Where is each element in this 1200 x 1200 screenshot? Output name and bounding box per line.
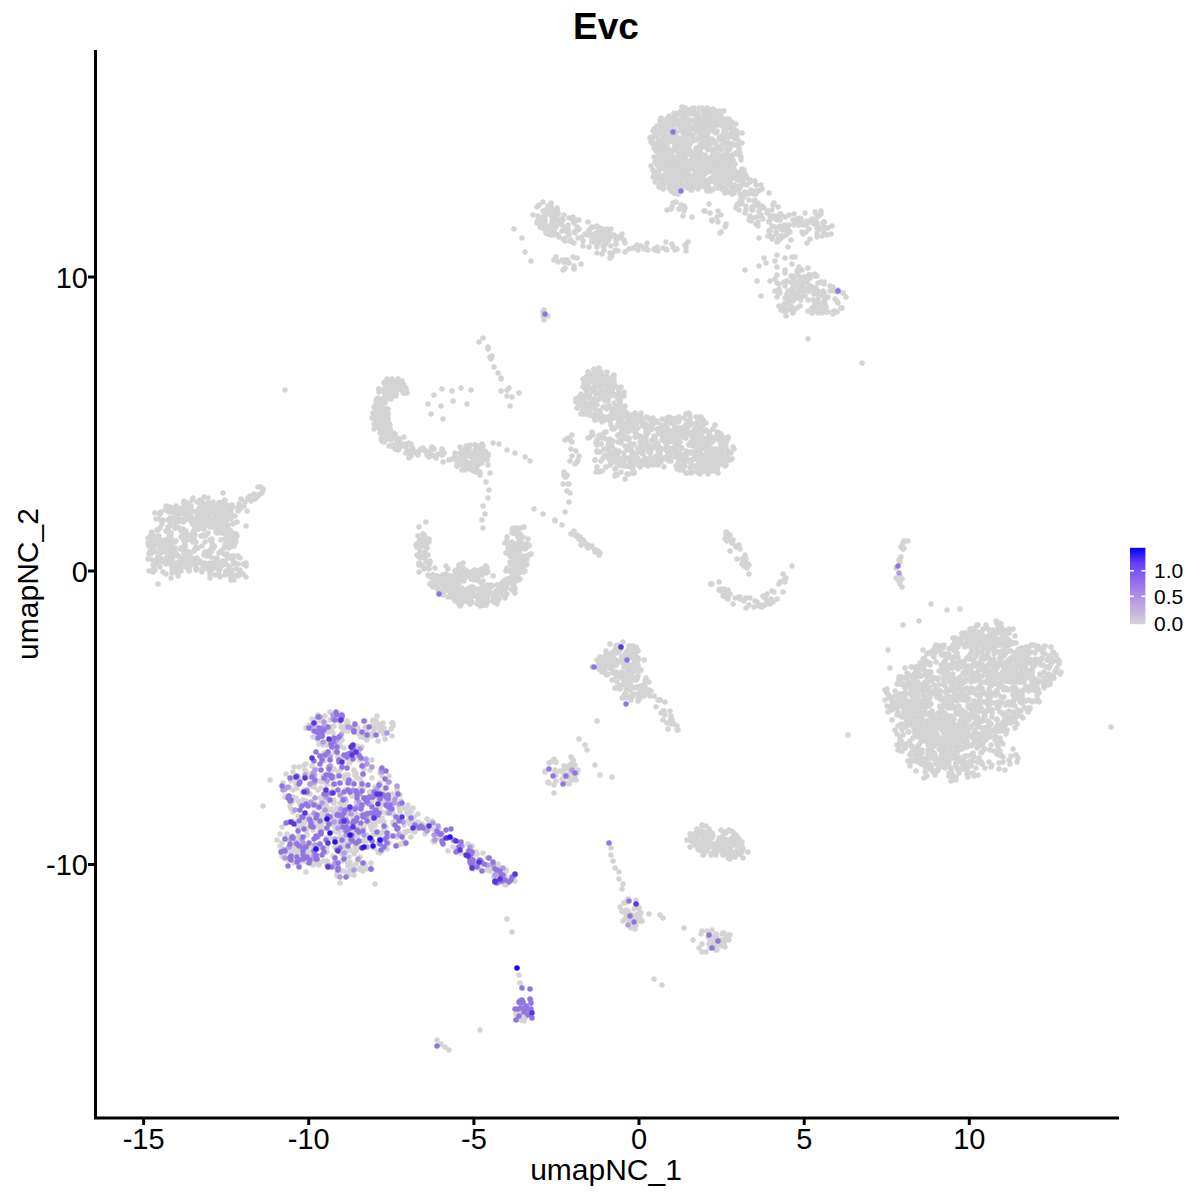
svg-text:0: 0 [72, 556, 88, 588]
svg-text:5: 5 [796, 1123, 812, 1155]
svg-text:-10: -10 [46, 849, 88, 881]
svg-text:0.5: 0.5 [1154, 585, 1183, 608]
svg-text:-15: -15 [123, 1123, 165, 1155]
svg-text:10: 10 [953, 1123, 985, 1155]
svg-text:0: 0 [631, 1123, 647, 1155]
svg-text:umapNC_1: umapNC_1 [530, 1153, 682, 1186]
svg-text:-5: -5 [461, 1123, 487, 1155]
svg-text:10: 10 [56, 262, 88, 294]
svg-text:0.0: 0.0 [1154, 612, 1183, 635]
svg-text:Evc: Evc [573, 6, 639, 47]
svg-text:umapNC_2: umapNC_2 [11, 508, 44, 660]
svg-text:1.0: 1.0 [1154, 559, 1183, 582]
svg-text:-10: -10 [288, 1123, 330, 1155]
